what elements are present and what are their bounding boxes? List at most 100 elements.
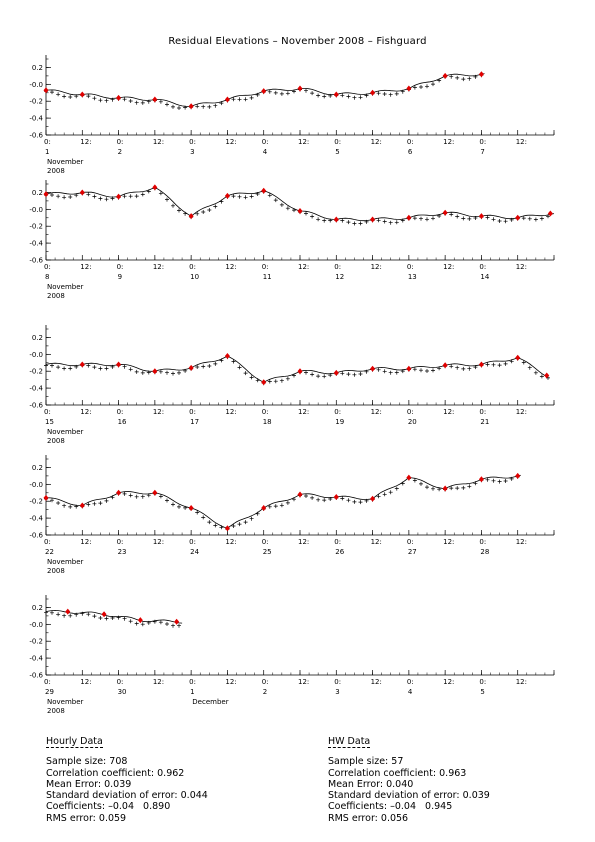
x-hour-label: 12: (371, 408, 382, 416)
hourly-stat-line: Correlation coefficient: 0.962 (46, 767, 185, 779)
x-day-label: 9 (118, 273, 122, 281)
hw-point (137, 617, 143, 624)
x-hour-label: 12: (443, 138, 454, 146)
hw-point (79, 189, 85, 196)
hw-point (152, 489, 158, 496)
x-day-label: 7 (480, 148, 484, 156)
x-hour-label: 12: (225, 538, 236, 546)
x-day-label: 2 (118, 148, 122, 156)
x-hour-label: 12: (516, 263, 527, 271)
x-day-label: 25 (263, 548, 272, 556)
x-hour-label: 0: (44, 678, 51, 686)
panel-5 (44, 595, 555, 676)
x-hour-label: 0: (189, 138, 196, 146)
x-day-label: 24 (190, 548, 199, 556)
x-hour-label: 12: (443, 408, 454, 416)
hw-point (152, 184, 158, 191)
x-day-label: 6 (408, 148, 413, 156)
panel-4 (43, 455, 555, 536)
x-hour-label: 0: (117, 408, 124, 416)
x-hour-label: 12: (153, 408, 164, 416)
hw-stat-line: Correlation coefficient: 0.963 (328, 767, 467, 779)
y-tick-label: 0.2 (32, 189, 43, 197)
x-hour-label: 0: (407, 408, 414, 416)
x-hour-label: 0: (262, 408, 269, 416)
hw-point (116, 361, 122, 368)
x-day-label: 1 (190, 688, 194, 696)
hw-point (188, 213, 194, 220)
x-hour-label: 12: (80, 138, 91, 146)
hw-stat-line: Standard deviation of error: 0.039 (328, 790, 490, 802)
hw-point (224, 353, 230, 360)
y-tick-label: -0.4 (29, 655, 43, 663)
x-hour-label: 12: (225, 263, 236, 271)
x-hour-label: 12: (371, 138, 382, 146)
x-hour-label: 0: (262, 538, 269, 546)
x-hour-label: 12: (153, 263, 164, 271)
x-day-label: 4 (263, 148, 268, 156)
x-hour-label: 0: (407, 678, 414, 686)
y-tick-label: -0.2 (29, 98, 43, 106)
x-hour-label: 0: (479, 538, 486, 546)
hw-point (406, 214, 412, 221)
x-hour-label: 0: (479, 408, 486, 416)
panel-3 (44, 325, 555, 406)
x-day-label: 27 (408, 548, 417, 556)
y-tick-label: -0.2 (29, 223, 43, 231)
hw-point (370, 495, 376, 502)
x-hour-label: 12: (80, 678, 91, 686)
y-tick-label: 0.2 (32, 464, 43, 472)
x-hour-label: 12: (80, 538, 91, 546)
series-plus-markers (44, 186, 550, 226)
x-hour-label: 0: (262, 263, 269, 271)
hw-point (297, 491, 303, 498)
y-tick-label: -0.6 (29, 257, 43, 265)
x-hour-label: 0: (407, 538, 414, 546)
hw-point (65, 608, 71, 615)
hw-point (442, 209, 448, 216)
panel-2 (43, 180, 555, 261)
x-day-label: 10 (190, 273, 199, 281)
y-tick-label: -0.4 (29, 385, 43, 393)
hw-point (261, 88, 267, 95)
hourly-stat-line: Mean Error: 0.039 (46, 778, 132, 790)
hw-point (152, 96, 158, 103)
y-tick-label: -0.2 (29, 498, 43, 506)
x-hour-label: 12: (225, 678, 236, 686)
x-hour-label: 12: (80, 408, 91, 416)
hw-point (174, 618, 180, 625)
hw-stat-line: Coefficients: –0.04 0.945 (328, 801, 453, 813)
x-hour-label: 12: (371, 263, 382, 271)
month-label: November (47, 428, 84, 436)
x-day-label: 2 (263, 688, 267, 696)
x-day-label: 29 (45, 688, 54, 696)
hw-point (297, 208, 303, 215)
hw-stats-heading: HW Data (328, 736, 371, 749)
hw-point (515, 354, 521, 361)
y-tick-label: -0.4 (29, 515, 43, 523)
x-hour-label: 12: (443, 538, 454, 546)
x-day-label: 11 (263, 273, 272, 281)
hw-point (116, 489, 122, 496)
x-day-label: 18 (263, 418, 272, 426)
hw-point (333, 216, 339, 223)
y-tick-label: -0.2 (29, 368, 43, 376)
x-day-label: 8 (45, 273, 49, 281)
x-hour-label: 0: (117, 538, 124, 546)
hw-point (261, 379, 267, 386)
month-label: November (47, 283, 84, 291)
series-plus-markers (44, 474, 520, 532)
hw-point (43, 494, 49, 501)
x-hour-label: 12: (225, 408, 236, 416)
hw-point (478, 476, 484, 483)
hw-point (116, 94, 122, 101)
year-label: 2008 (47, 567, 65, 575)
hourly-stat-line: Standard deviation of error: 0.044 (46, 790, 208, 802)
x-hour-label: 12: (298, 538, 309, 546)
x-day-label: 15 (45, 418, 54, 426)
x-hour-label: 0: (407, 138, 414, 146)
x-hour-label: 0: (262, 138, 269, 146)
hw-point (79, 361, 85, 368)
hw-point (79, 502, 85, 509)
x-hour-label: 0: (44, 538, 51, 546)
